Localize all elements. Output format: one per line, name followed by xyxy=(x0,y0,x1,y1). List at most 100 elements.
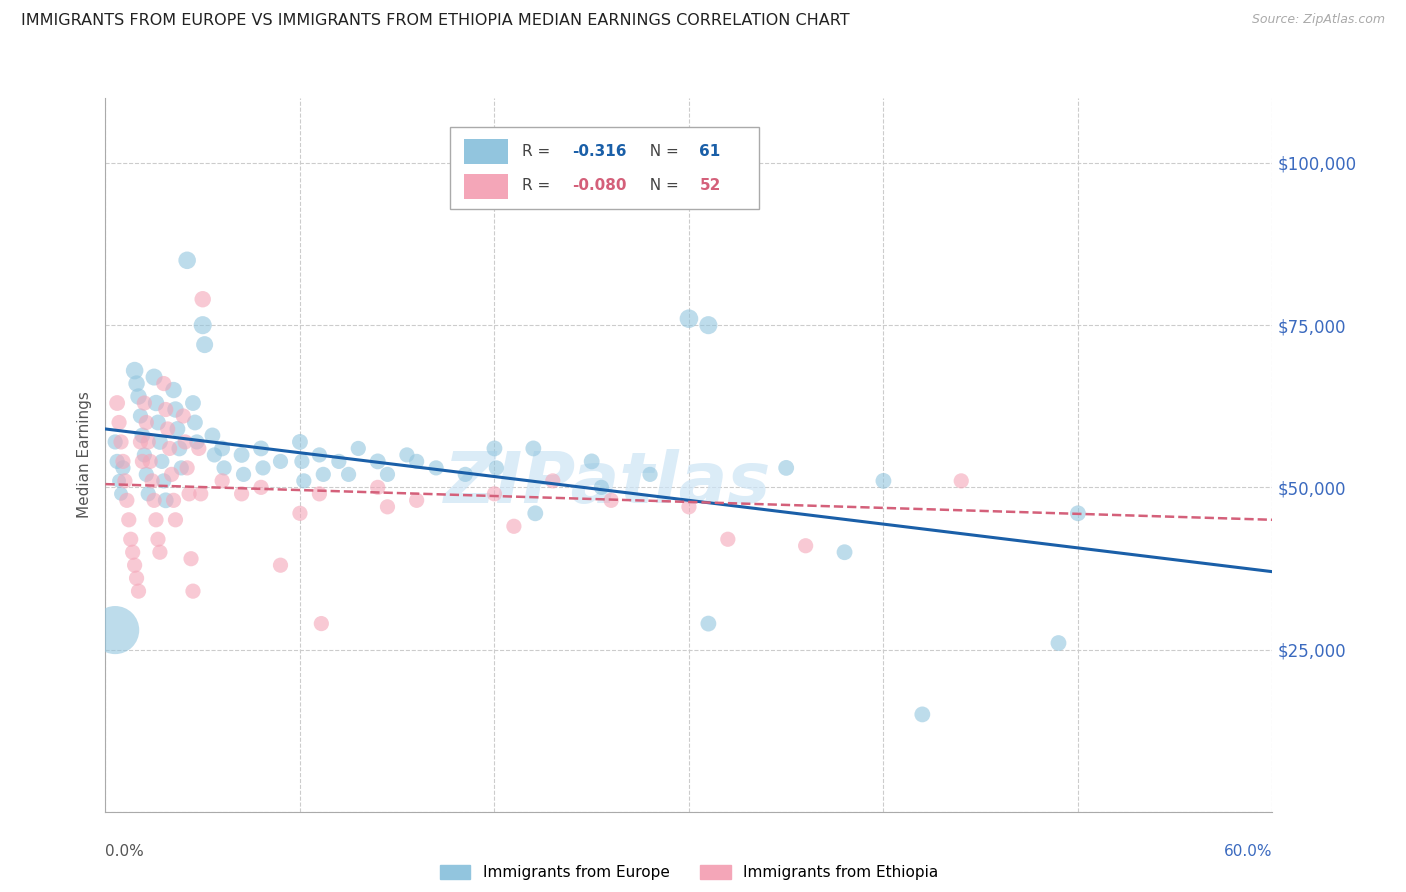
Point xyxy=(834,545,856,559)
Point xyxy=(129,434,152,449)
Point xyxy=(159,442,181,456)
Point xyxy=(128,584,150,599)
Point xyxy=(120,533,142,547)
Text: -0.080: -0.080 xyxy=(572,178,627,194)
Point xyxy=(269,454,292,468)
Text: 0.0%: 0.0% xyxy=(105,844,145,859)
Point xyxy=(135,416,157,430)
Point xyxy=(541,474,564,488)
Point xyxy=(678,311,700,326)
Point xyxy=(211,442,233,456)
Point xyxy=(136,434,159,449)
Point xyxy=(108,416,131,430)
Point xyxy=(162,493,184,508)
Point xyxy=(110,487,132,501)
Point xyxy=(134,396,156,410)
Point xyxy=(124,363,146,377)
Point xyxy=(502,519,524,533)
Point xyxy=(250,480,273,494)
Point xyxy=(180,551,202,566)
Point xyxy=(395,448,418,462)
Point xyxy=(153,376,174,391)
Y-axis label: Median Earnings: Median Earnings xyxy=(77,392,93,518)
Point xyxy=(581,454,603,468)
Point xyxy=(377,500,399,514)
Text: -0.316: -0.316 xyxy=(572,144,627,159)
Point xyxy=(367,480,389,494)
Point xyxy=(181,584,204,599)
Point xyxy=(1047,636,1070,650)
Text: N =: N = xyxy=(640,178,683,194)
Point xyxy=(162,383,184,397)
Point xyxy=(312,467,335,482)
Point xyxy=(269,558,292,573)
Point xyxy=(775,461,797,475)
Point xyxy=(524,506,547,520)
Point xyxy=(950,474,973,488)
Point xyxy=(484,442,506,456)
Point xyxy=(484,487,506,501)
Point xyxy=(143,493,166,508)
Point xyxy=(149,434,172,449)
Point xyxy=(201,428,224,442)
Point xyxy=(176,253,198,268)
Point xyxy=(176,461,198,475)
Point xyxy=(337,467,360,482)
Point xyxy=(129,409,152,423)
Point xyxy=(169,442,191,456)
Point xyxy=(115,493,138,508)
Point xyxy=(291,454,314,468)
Point xyxy=(190,487,212,501)
Point xyxy=(311,616,333,631)
Point xyxy=(250,442,273,456)
Point xyxy=(165,402,187,417)
Point xyxy=(191,292,214,306)
Text: N =: N = xyxy=(640,144,683,159)
Point xyxy=(638,467,661,482)
Text: 60.0%: 60.0% xyxy=(1225,844,1272,859)
Point xyxy=(155,402,177,417)
Point xyxy=(174,434,197,449)
Point xyxy=(143,370,166,384)
Point xyxy=(121,545,143,559)
Text: 61: 61 xyxy=(699,144,721,159)
Point xyxy=(191,318,214,333)
Point xyxy=(405,493,427,508)
Point xyxy=(347,442,370,456)
Point xyxy=(160,467,183,482)
Point xyxy=(292,474,315,488)
Point xyxy=(194,337,217,351)
Point xyxy=(125,376,148,391)
Point xyxy=(717,533,740,547)
Point xyxy=(170,461,193,475)
Point xyxy=(591,480,613,494)
Point xyxy=(328,454,350,468)
Point xyxy=(231,487,253,501)
Point xyxy=(141,474,163,488)
Bar xyxy=(464,139,508,163)
Text: R =: R = xyxy=(522,144,555,159)
Bar xyxy=(464,174,508,199)
Point xyxy=(166,422,188,436)
Point xyxy=(522,442,544,456)
Point xyxy=(150,454,173,468)
Point xyxy=(697,616,720,631)
Point xyxy=(211,474,233,488)
Point xyxy=(156,422,179,436)
Point xyxy=(108,474,131,488)
Point xyxy=(202,448,225,462)
Point xyxy=(177,487,200,501)
Point xyxy=(600,493,623,508)
Point xyxy=(145,513,167,527)
Text: R =: R = xyxy=(522,178,555,194)
Point xyxy=(911,707,934,722)
Text: IMMIGRANTS FROM EUROPE VS IMMIGRANTS FROM ETHIOPIA MEDIAN EARNINGS CORRELATION C: IMMIGRANTS FROM EUROPE VS IMMIGRANTS FRO… xyxy=(21,13,849,29)
Point xyxy=(104,623,127,637)
Point xyxy=(186,434,208,449)
Point xyxy=(232,467,254,482)
Point xyxy=(105,396,128,410)
Point xyxy=(131,428,153,442)
Point xyxy=(231,448,253,462)
Point xyxy=(872,474,894,488)
Point xyxy=(111,461,134,475)
